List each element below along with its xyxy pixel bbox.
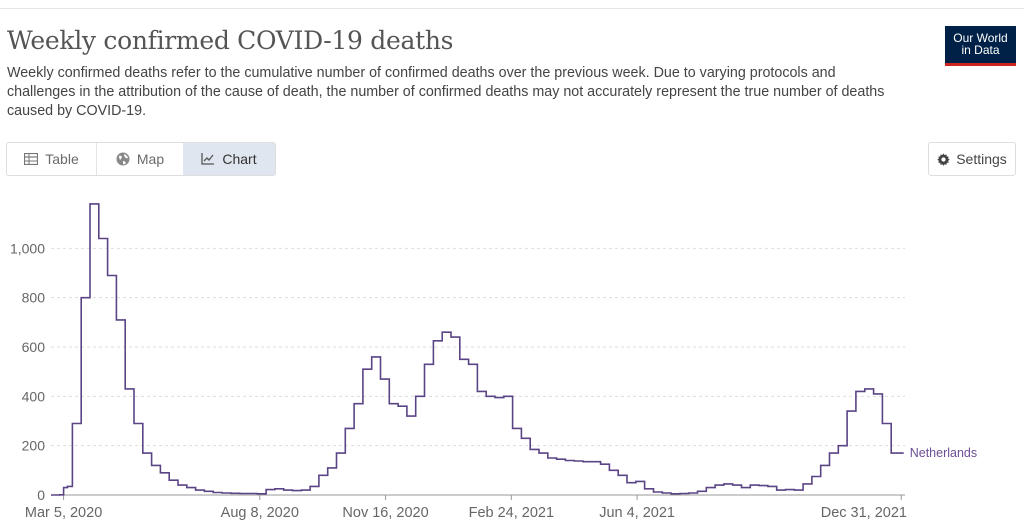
gridlines (51, 247, 905, 447)
x-tick-label: Jun 4, 2021 (599, 505, 675, 521)
tab-chart-label: Chart (222, 151, 257, 167)
y-tick-label: 0 (37, 487, 45, 503)
logo-line-1: Our World (953, 31, 1008, 45)
x-axis: Mar 5, 2020 Aug 8, 2020 Nov 16, 2020 Feb 24… (25, 495, 907, 521)
x-tick-label: Aug 8, 2020 (221, 505, 299, 521)
settings-button[interactable]: Settings (928, 142, 1016, 176)
x-tick-label: Nov 16, 2020 (342, 505, 428, 521)
line-chart: 0 200 400 600 800 1,000 Mar 5, 2020 Aug 8, 202… (10, 203, 977, 521)
tab-table-label: Table (45, 151, 79, 167)
table-icon (24, 153, 39, 165)
logo-line-2: in Data (961, 43, 1000, 57)
gear-icon (937, 152, 950, 166)
tab-chart[interactable]: Chart (183, 143, 275, 175)
view-tabs: Table Map Chart (6, 142, 276, 176)
tab-map-label: Map (136, 151, 165, 167)
y-axis: 0 200 400 600 800 1,000 (10, 240, 45, 503)
series-line-netherlands[interactable] (51, 203, 904, 496)
chart-subtitle: Weekly confirmed deaths refer to the cum… (7, 65, 885, 119)
y-tick-label: 800 (22, 290, 46, 306)
y-tick-label: 400 (22, 388, 46, 404)
settings-label: Settings (956, 151, 1007, 167)
series-label-netherlands: Netherlands (910, 446, 977, 460)
globe-icon (116, 152, 130, 166)
line-chart-icon (201, 153, 215, 165)
y-tick-label: 1,000 (10, 240, 45, 256)
x-tick-label: Dec 31, 2021 (821, 505, 907, 521)
x-tick-label: Feb 24, 2021 (469, 505, 554, 521)
tab-map[interactable]: Map (97, 143, 183, 175)
y-tick-label: 600 (22, 339, 46, 355)
y-tick-label: 200 (22, 438, 46, 454)
owid-logo[interactable]: Our World in Data (945, 26, 1016, 66)
tab-table[interactable]: Table (7, 143, 97, 175)
top-divider (0, 8, 1024, 9)
page-title: Weekly confirmed COVID-19 deaths (7, 26, 454, 55)
x-tick-label: Mar 5, 2020 (25, 505, 102, 521)
